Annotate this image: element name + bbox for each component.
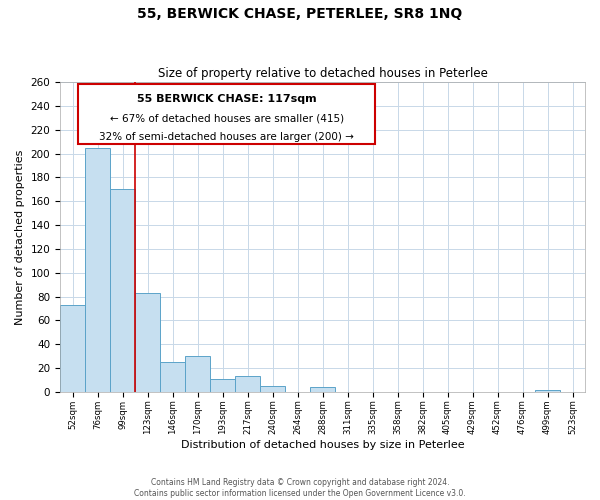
Bar [260, 386, 285, 392]
Bar [60, 305, 85, 392]
X-axis label: Distribution of detached houses by size in Peterlee: Distribution of detached houses by size … [181, 440, 464, 450]
Bar [310, 387, 335, 392]
FancyBboxPatch shape [79, 84, 375, 144]
Bar [210, 379, 235, 392]
Bar [135, 293, 160, 392]
Bar [235, 376, 260, 392]
Bar [110, 190, 135, 392]
Bar [185, 356, 210, 392]
Text: 55, BERWICK CHASE, PETERLEE, SR8 1NQ: 55, BERWICK CHASE, PETERLEE, SR8 1NQ [137, 8, 463, 22]
Bar [85, 148, 110, 392]
Text: 55 BERWICK CHASE: 117sqm: 55 BERWICK CHASE: 117sqm [137, 94, 317, 104]
Title: Size of property relative to detached houses in Peterlee: Size of property relative to detached ho… [158, 66, 487, 80]
Text: 32% of semi-detached houses are larger (200) →: 32% of semi-detached houses are larger (… [99, 132, 354, 141]
Text: ← 67% of detached houses are smaller (415): ← 67% of detached houses are smaller (41… [110, 113, 344, 123]
Bar [160, 362, 185, 392]
Y-axis label: Number of detached properties: Number of detached properties [15, 150, 25, 324]
Text: Contains HM Land Registry data © Crown copyright and database right 2024.
Contai: Contains HM Land Registry data © Crown c… [134, 478, 466, 498]
Bar [535, 390, 560, 392]
